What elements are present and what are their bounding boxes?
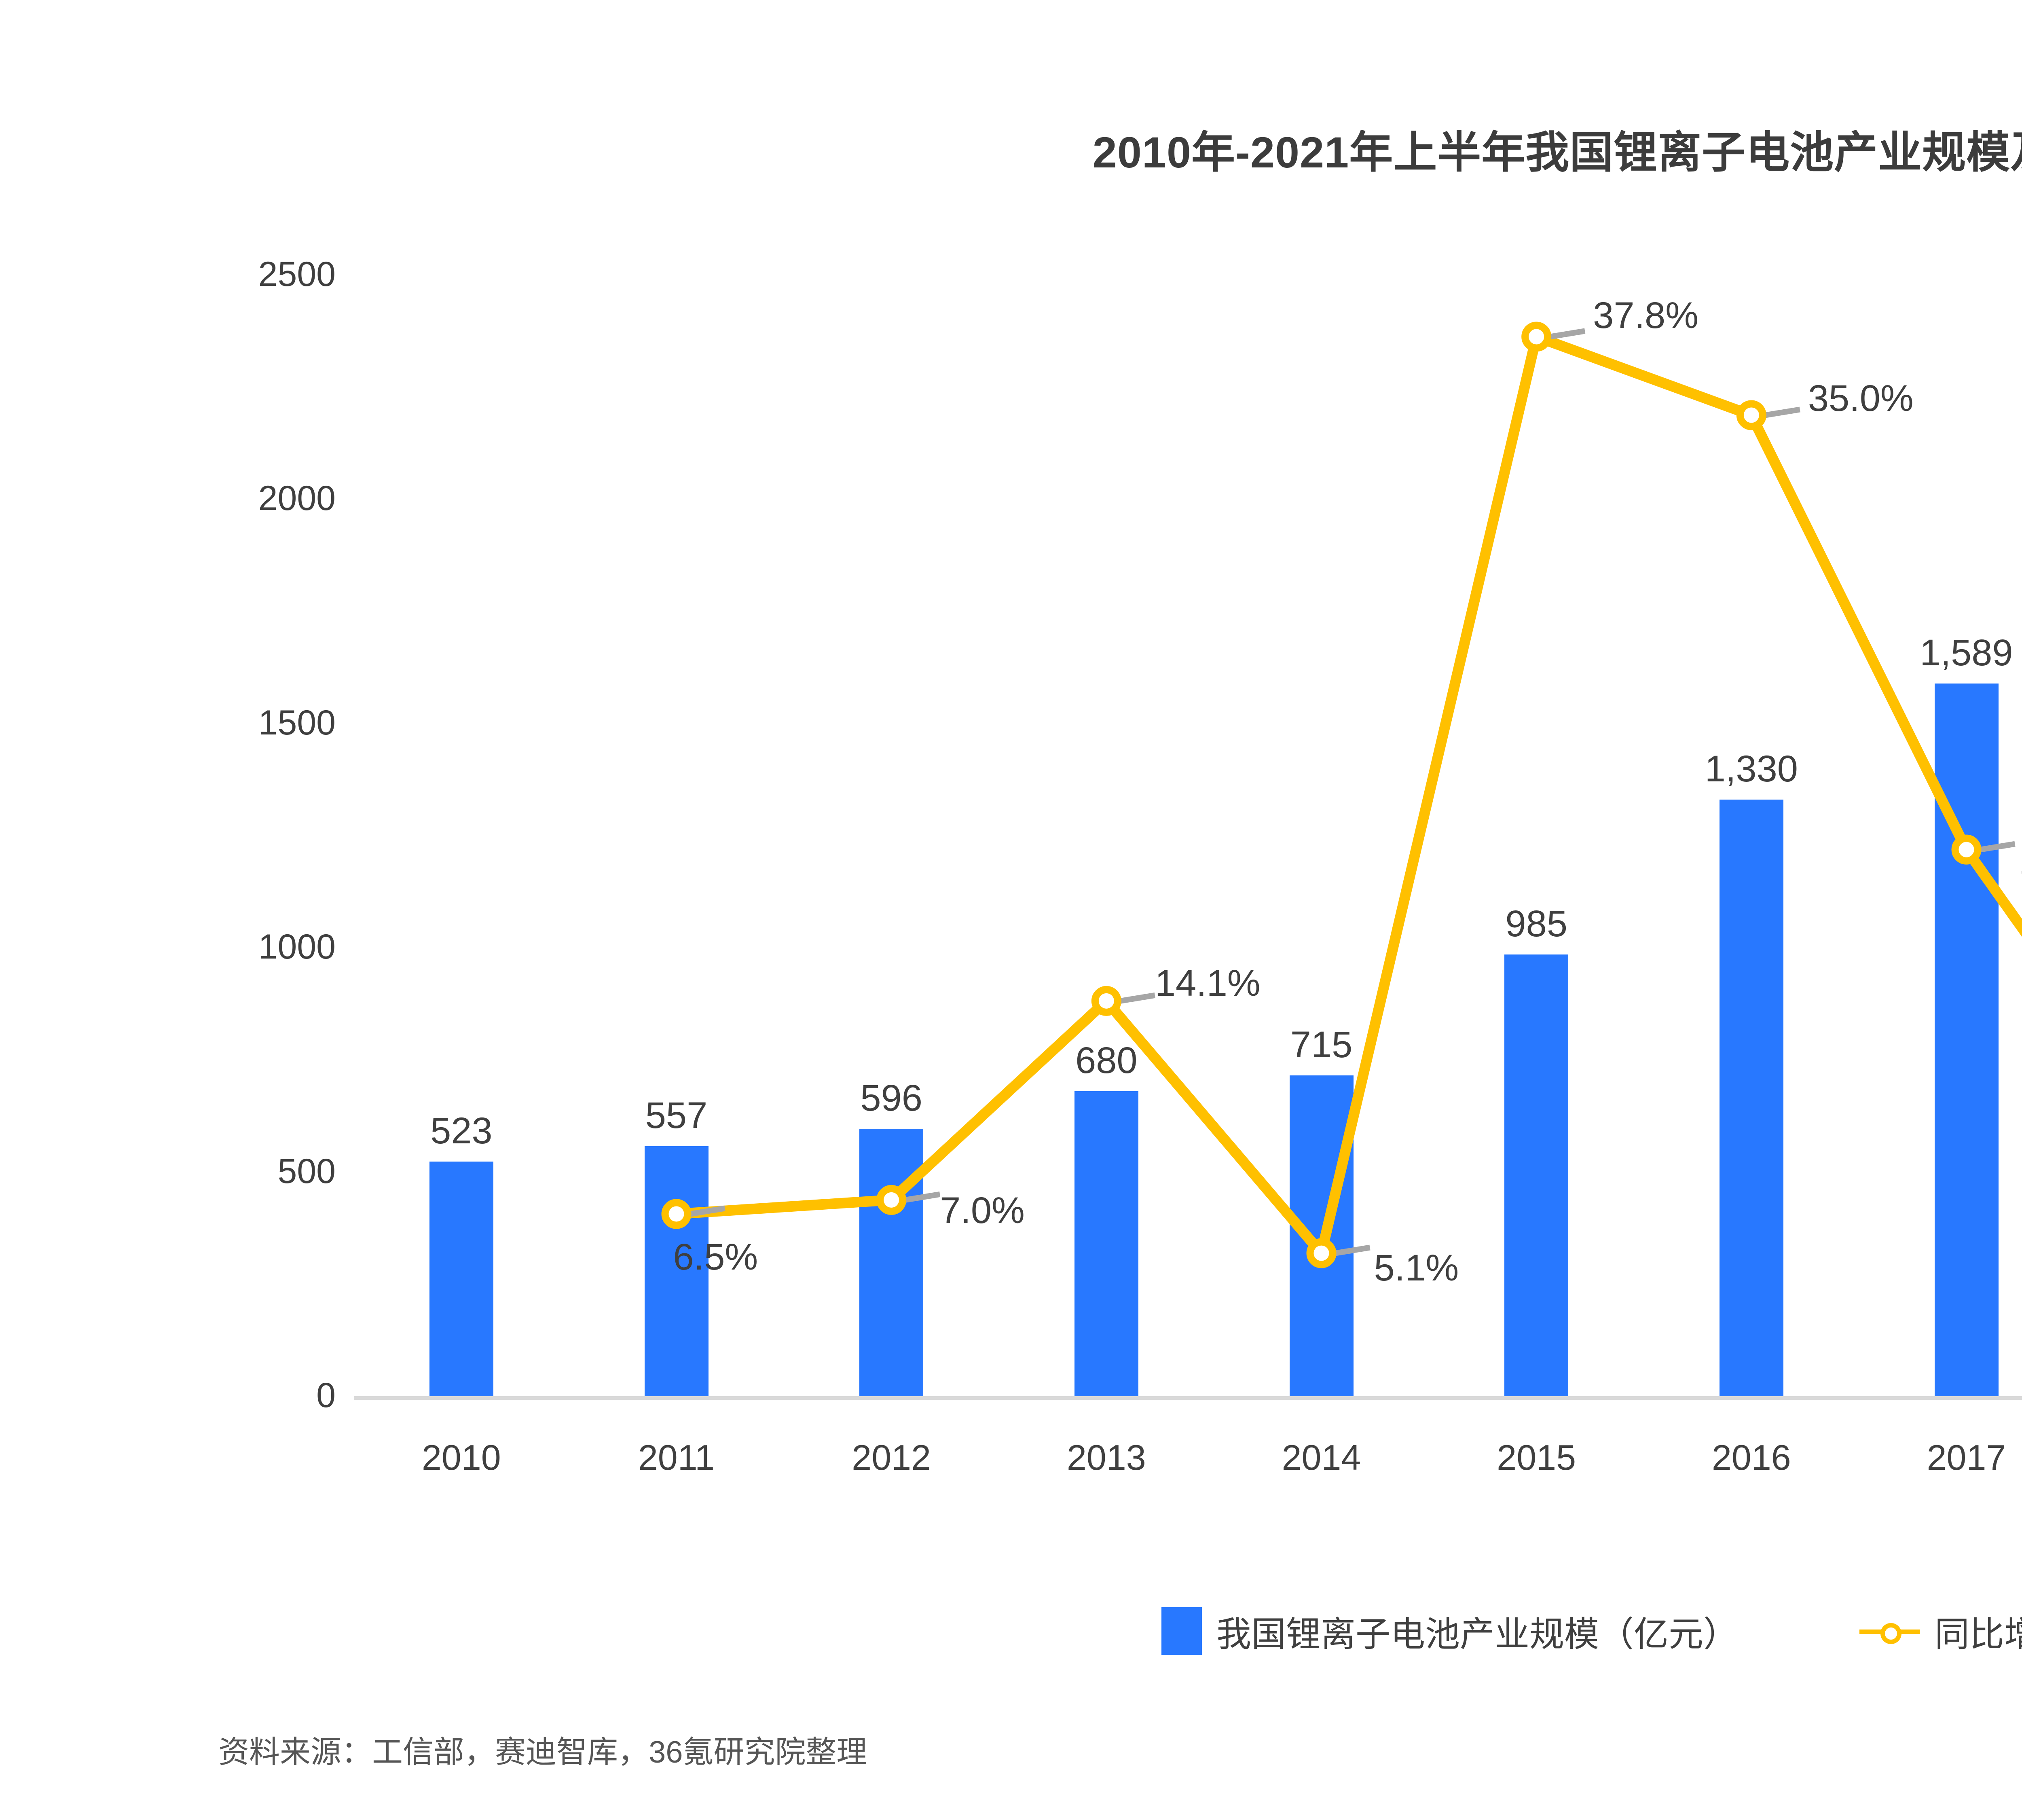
legend-item-bar[interactable]: 我国锂离子电池产业规模（亿元） xyxy=(1161,1606,1738,1656)
line-value-label: 19.5% xyxy=(2019,842,2022,880)
line-value-label: 6.5% xyxy=(673,1236,758,1278)
line-data-marker[interactable] xyxy=(661,1199,692,1229)
bar-swatch-icon xyxy=(1161,1607,1202,1655)
bar-value-label: 680 xyxy=(1075,1040,1138,1081)
chart-title: 2010年-2021年上半年我国锂离子电池产业规模及增速 xyxy=(1092,128,2022,177)
growth-line-path xyxy=(671,331,2022,1259)
bar-value-label: 596 xyxy=(860,1077,922,1119)
chart-legend: 我国锂离子电池产业规模（亿元） 同比增速 xyxy=(0,1606,2022,1656)
line-value-label: 7.0% xyxy=(940,1189,1025,1231)
x-axis-tick-label: 2017 xyxy=(1927,1437,2006,1477)
y-axis-left-tick: 500 xyxy=(277,1151,336,1191)
legend-label-line: 同比增速 xyxy=(1935,1615,2022,1654)
x-axis-tick-label: 2015 xyxy=(1497,1437,1576,1477)
y-axis-left-tick: 2500 xyxy=(258,255,336,294)
legend-label-bar: 我国锂离子电池产业规模（亿元） xyxy=(1216,1615,1738,1654)
bar[interactable] xyxy=(429,1162,493,1396)
legend-item-line[interactable]: 同比增速 xyxy=(1859,1606,2022,1656)
bar[interactable] xyxy=(1074,1091,1138,1396)
line-data-marker[interactable] xyxy=(1521,322,1552,352)
bar-value-label: 523 xyxy=(430,1110,493,1152)
line-value-label: 5.1% xyxy=(1374,1247,1459,1289)
bar[interactable] xyxy=(1719,800,1783,1396)
y-axis-left-tick: 1000 xyxy=(258,927,336,967)
bar-value-label: 985 xyxy=(1505,903,1567,944)
y-axis-left-tick: 1500 xyxy=(258,703,336,742)
bar-value-label: 1,589 xyxy=(1920,632,2013,674)
x-axis-line xyxy=(354,1396,2022,1400)
line-data-marker[interactable] xyxy=(1091,986,1121,1016)
bar-value-label: 1,330 xyxy=(1705,748,1798,790)
bar-value-label: 557 xyxy=(645,1095,708,1136)
line-data-marker[interactable] xyxy=(1951,834,1982,865)
line-data-marker[interactable] xyxy=(1306,1238,1337,1268)
bar[interactable] xyxy=(1504,954,1569,1396)
bar[interactable] xyxy=(644,1146,709,1396)
source-note: 资料来源：工信部，赛迪智库，36氪研究院整理 xyxy=(218,1735,867,1769)
x-axis-tick-label: 2012 xyxy=(852,1437,931,1477)
x-axis-tick-label: 2010 xyxy=(421,1437,501,1477)
x-axis-tick-label: 2013 xyxy=(1066,1437,1146,1477)
line-value-label: 37.8% xyxy=(1593,295,1699,336)
line-value-label: 14.1% xyxy=(1155,962,1261,1004)
y-axis-left-tick: 0 xyxy=(316,1376,336,1415)
y-axis-left-tick: 2000 xyxy=(258,479,336,518)
x-axis-tick-label: 2016 xyxy=(1711,1437,1791,1477)
bar-value-label: 715 xyxy=(1290,1024,1353,1066)
line-data-marker[interactable] xyxy=(1736,400,1766,430)
x-axis-tick-label: 2014 xyxy=(1282,1437,1361,1477)
line-value-label: 35.0% xyxy=(1808,377,1914,419)
line-data-marker[interactable] xyxy=(876,1185,907,1215)
x-axis-tick-label: 2011 xyxy=(638,1437,715,1477)
line-swatch-icon xyxy=(1859,1622,1920,1644)
